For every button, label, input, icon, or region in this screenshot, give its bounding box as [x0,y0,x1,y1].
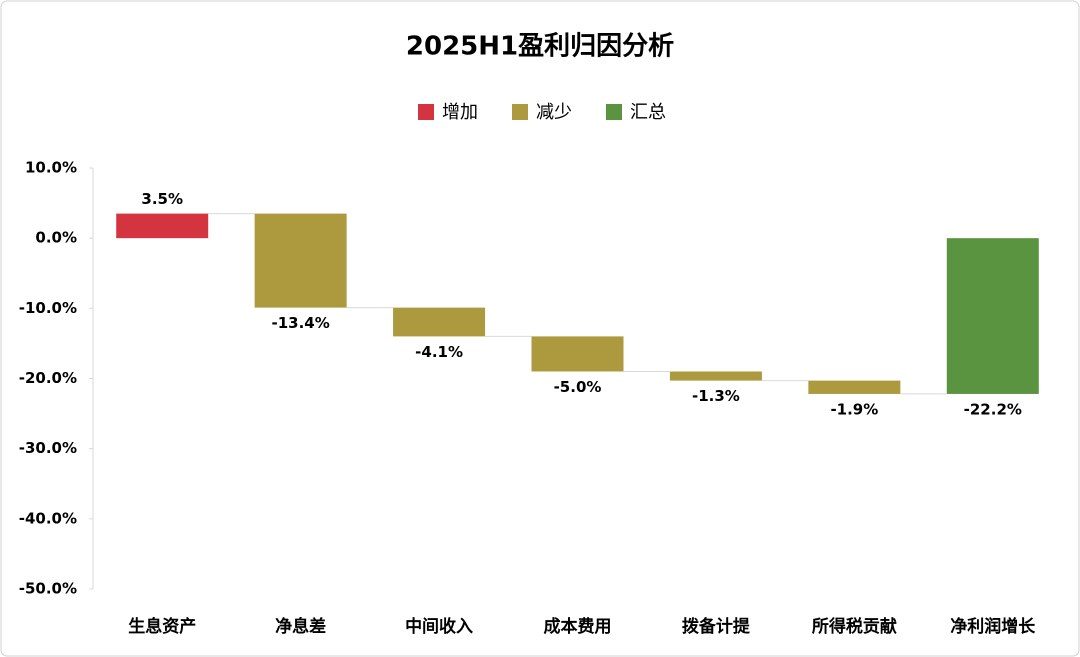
y-tick-label: 10.0% [25,159,77,177]
data-label: 3.5% [141,190,183,208]
y-tick-label: 0.0% [35,229,77,247]
bar [254,213,347,308]
y-tick-label: -50.0% [19,580,77,598]
data-label: -5.0% [554,378,602,396]
bar [946,238,1039,394]
chart-title: 2025H1盈利归因分析 [406,32,674,62]
legend-swatch [418,104,434,120]
x-tick-label: 所得税贡献 [812,616,897,637]
data-label: -22.2% [964,400,1022,418]
data-label: -4.1% [415,343,463,361]
x-tick-label: 净利润增长 [950,616,1036,637]
x-tick-label: 中间收入 [405,616,473,637]
legend-label: 汇总 [630,102,666,123]
y-tick-label: -20.0% [19,369,77,387]
x-tick-label: 成本费用 [544,616,612,637]
data-label: -1.9% [830,400,878,418]
bar [808,380,901,394]
data-label: -13.4% [272,314,330,332]
x-tick-label: 生息资产 [128,616,196,637]
bar [393,307,486,337]
legend-swatch [512,104,528,120]
data-label: -1.3% [692,387,740,405]
bar [116,213,209,239]
y-tick-label: -10.0% [19,299,77,317]
bar [531,336,624,372]
bar [669,371,762,381]
legend-label: 减少 [536,102,572,123]
x-tick-label: 净息差 [275,616,326,637]
y-tick-label: -30.0% [19,439,77,457]
y-tick-label: -40.0% [19,509,77,527]
legend-label: 增加 [442,102,478,123]
legend-swatch [606,104,622,120]
x-tick-label: 拨备计提 [682,616,751,637]
